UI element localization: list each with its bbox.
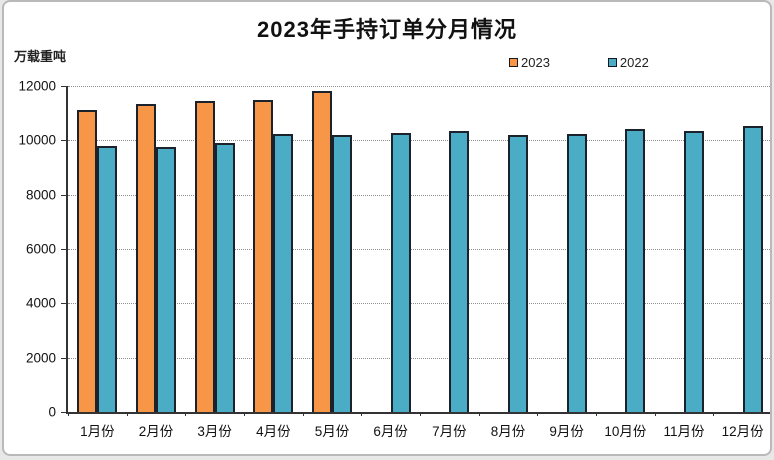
y-tick-10000 — [61, 140, 67, 142]
y-axis-unit-label: 万载重吨 — [14, 49, 67, 64]
x-tick-1 — [126, 412, 128, 416]
y-tick-12000 — [61, 86, 67, 87]
y-axis-label-6000: 6000 — [25, 241, 56, 257]
bar-2023-4月份 — [253, 99, 274, 412]
bar-2022-12月份 — [742, 125, 763, 412]
gridline-12000 — [68, 86, 770, 87]
x-tick-10 — [654, 412, 656, 416]
bar-2023-2月份 — [136, 103, 156, 412]
x-tick-3 — [244, 412, 245, 416]
x-axis-label-10月份: 10月份 — [604, 424, 647, 439]
x-tick-9 — [596, 412, 597, 416]
x-axis-label-2月份: 2月份 — [138, 424, 174, 439]
bar-2022-10月份 — [625, 128, 646, 412]
gridline-4000 — [68, 303, 770, 305]
bar-2022-4月份 — [273, 134, 294, 412]
legend-swatch-icon — [509, 58, 518, 67]
bar-2022-1月份 — [97, 145, 118, 412]
legend: 2023 2022 — [509, 55, 649, 70]
legend-item-2022: 2022 — [607, 55, 649, 70]
x-tick-8 — [537, 412, 539, 416]
x-tick-6 — [420, 412, 421, 416]
x-axis-label-6月份: 6月份 — [373, 424, 408, 439]
y-tick-4000 — [61, 303, 67, 305]
x-tick-4 — [302, 412, 304, 416]
y-axis-label-0: 0 — [48, 404, 56, 420]
x-axis-label-1月份: 1月份 — [80, 424, 115, 439]
x-tick-0 — [68, 412, 69, 416]
x-axis-label-9月份: 9月份 — [549, 424, 584, 439]
legend-label: 2023 — [521, 55, 550, 70]
y-tick-6000 — [61, 249, 67, 250]
bar-2022-2月份 — [156, 147, 176, 412]
y-axis-label-4000: 4000 — [25, 295, 56, 311]
x-axis-label-7月份: 7月份 — [432, 424, 467, 439]
bar-2022-5月份 — [332, 134, 352, 412]
x-axis-label-12月份: 12月份 — [721, 424, 764, 439]
x-tick-2 — [185, 412, 187, 416]
x-axis-label-5月份: 5月份 — [314, 424, 350, 439]
legend-label: 2022 — [619, 55, 649, 70]
y-axis-label-12000: 12000 — [18, 78, 56, 94]
x-tick-7 — [478, 412, 480, 416]
bar-2023-3月份 — [194, 100, 215, 412]
gridline-10000 — [68, 140, 770, 142]
gridline-8000 — [68, 194, 770, 196]
x-axis-label-3月份: 3月份 — [197, 424, 232, 439]
bar-2022-8月份 — [508, 134, 528, 412]
x-tick-11 — [713, 412, 715, 416]
y-axis-label-2000: 2000 — [25, 350, 56, 366]
gridline-2000 — [68, 357, 770, 359]
bar-2022-11月份 — [684, 130, 704, 412]
y-tick-8000 — [61, 194, 67, 196]
chart-title: 2023年手持订单分月情况 — [257, 17, 517, 42]
x-axis-label-8月份: 8月份 — [490, 424, 526, 439]
bar-2022-6月份 — [390, 132, 411, 412]
x-axis-label-4月份: 4月份 — [256, 424, 291, 439]
bar-2023-1月份 — [77, 110, 98, 412]
y-tick-2000 — [61, 357, 67, 359]
legend-swatch-icon — [607, 58, 617, 67]
x-axis-label-11月份: 11月份 — [663, 424, 705, 439]
x-tick-5 — [361, 412, 363, 416]
bar-2022-7月份 — [449, 130, 470, 412]
legend-item-2023: 2023 — [509, 55, 550, 70]
y-axis-label-10000: 10000 — [18, 132, 56, 148]
plot-area: 0 2000 4000 6000 8000 10000 12000 1月份 2月份 3月份 4月份 5… — [18, 79, 770, 439]
bar-2022-9月份 — [566, 133, 587, 412]
y-tick-0 — [61, 412, 67, 413]
y-axis-label-8000: 8000 — [25, 187, 56, 203]
bar-2023-5月份 — [312, 91, 332, 412]
bar-2022-3月份 — [214, 143, 235, 412]
gridline-6000 — [68, 249, 770, 250]
